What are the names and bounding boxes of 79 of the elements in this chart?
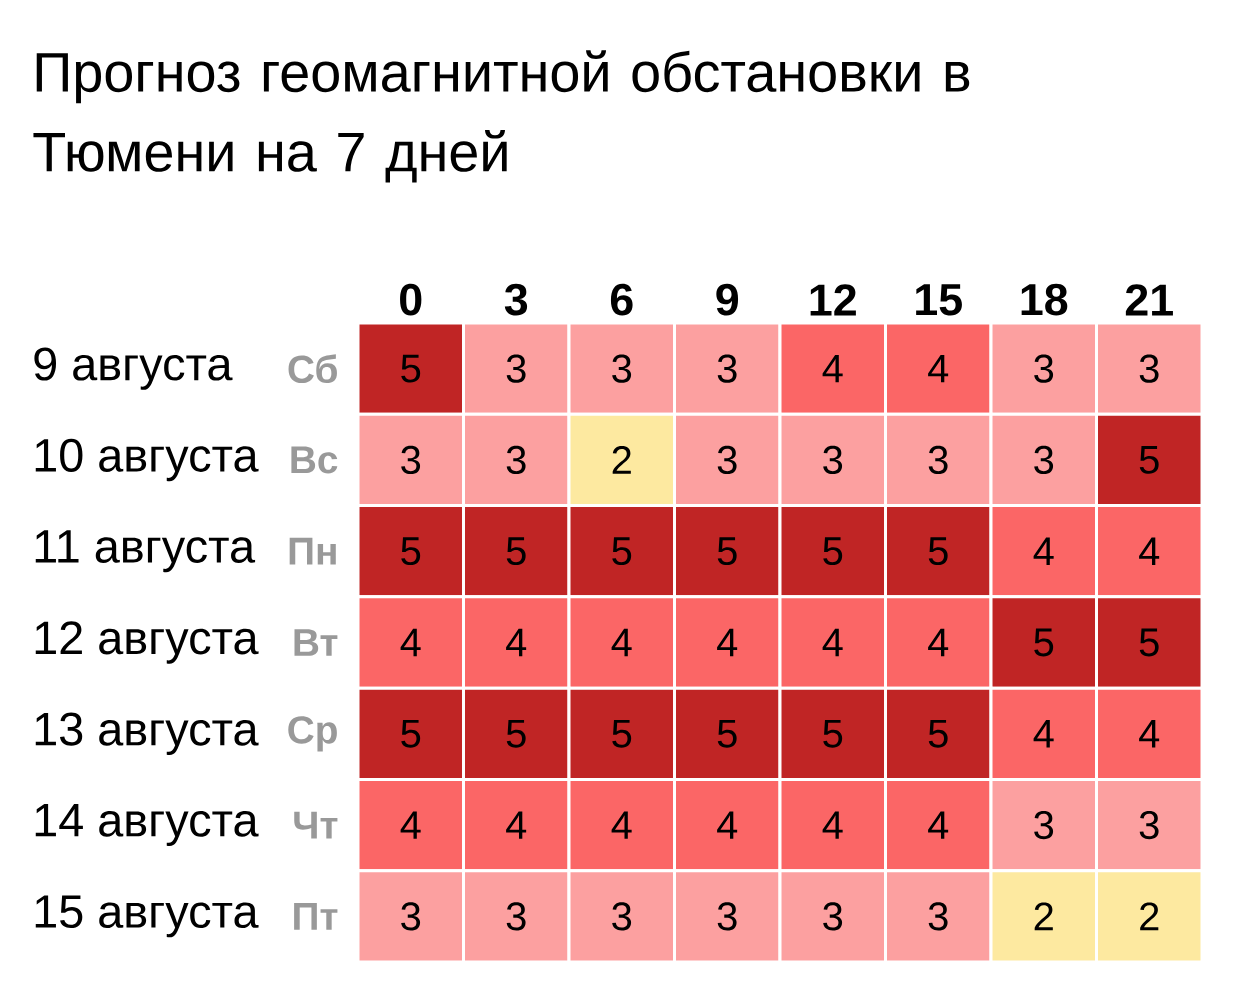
data-label: 5	[1034, 628, 1054, 657]
data-label: 5	[401, 354, 421, 383]
data-label: 3	[928, 445, 948, 475]
data-label: 4	[822, 354, 843, 383]
data-label: 4	[506, 628, 527, 657]
data-label: 4	[717, 811, 738, 839]
data-label: 5	[612, 537, 632, 566]
x-tick-label: 9	[716, 283, 739, 316]
x-tick-label: 6	[610, 283, 633, 316]
data-label: 4	[400, 628, 421, 657]
data-label: 4	[717, 628, 738, 657]
data-label: 5	[928, 537, 948, 566]
y-tick-label: 10 августа	[35, 438, 259, 482]
data-label: 3	[717, 445, 737, 475]
y-tick-label: 14 августа	[35, 804, 259, 847]
data-label: 4	[1033, 720, 1054, 748]
data-label: 3	[717, 902, 737, 931]
y-tick-label: 12 августа	[35, 621, 259, 664]
data-label: 3	[1034, 445, 1054, 475]
x-tick-label: 3	[504, 283, 528, 316]
data-label: 3	[401, 902, 421, 931]
data-label: 5	[506, 537, 526, 566]
data-label: 3	[401, 445, 421, 475]
data-label: 4	[1139, 537, 1160, 565]
data-label: 3	[823, 445, 843, 475]
y2-tick-label: Чт	[294, 811, 338, 839]
y2-tick-label: Вт	[294, 629, 338, 656]
data-label: 2	[1140, 902, 1159, 931]
data-label: 4	[928, 811, 949, 839]
data-label: 4	[822, 811, 843, 839]
data-label: 3	[1034, 354, 1054, 383]
data-label: 4	[928, 354, 949, 383]
data-label: 3	[612, 902, 632, 931]
data-label: 3	[506, 354, 526, 383]
data-label: 5	[717, 719, 737, 748]
chart-title: Прогноз геомагнитной обстановки в Тюмени на 7 дней	[33, 50, 970, 183]
data-label: 5	[928, 719, 948, 748]
y-tick-label: 11 августа	[35, 530, 256, 573]
data-label: 3	[928, 902, 948, 931]
y2-tick-label: Пт	[294, 903, 338, 930]
data-label: 4	[611, 628, 632, 657]
data-label: 5	[401, 537, 421, 566]
x-tick-label: 12	[810, 284, 856, 316]
data-label: 5	[401, 719, 421, 748]
data-label: 4	[506, 811, 527, 839]
data-label: 4	[822, 628, 843, 657]
data-label: 5	[1139, 628, 1159, 657]
data-label: 4	[1139, 720, 1160, 748]
y2-tick-label: Пн	[289, 537, 336, 565]
data-label: 5	[823, 537, 843, 566]
x-tick-label: 21	[1125, 284, 1173, 316]
x-tick-label: 15	[916, 284, 962, 316]
data-label: 4	[1033, 537, 1054, 565]
data-label: 2	[1034, 902, 1053, 931]
data-label: 3	[717, 354, 737, 383]
data-label: 3	[1139, 354, 1159, 383]
data-label: 3	[506, 445, 526, 475]
y2-tick-label: Вс	[291, 446, 338, 474]
data-label: 2	[612, 446, 631, 474]
y2-tick-label: Сб	[288, 354, 337, 384]
x-tick-label: 18	[1021, 283, 1068, 316]
data-label: 4	[611, 811, 632, 839]
data-label: 3	[823, 902, 843, 931]
data-label: 3	[506, 902, 526, 931]
data-label: 3	[1034, 810, 1054, 840]
data-label: 4	[928, 628, 949, 657]
data-label: 5	[823, 719, 843, 748]
data-label: 5	[506, 719, 526, 748]
x-tick-label: 0	[400, 283, 422, 316]
y2-tick-label: Ср	[288, 716, 337, 752]
y-tick-label: 15 августа	[35, 895, 259, 938]
y-tick-label: 9 августа	[34, 347, 233, 390]
data-label: 5	[717, 537, 737, 566]
data-label: 3	[1139, 810, 1159, 840]
data-label: 5	[1139, 446, 1159, 474]
data-label: 3	[612, 354, 632, 383]
data-label: 5	[612, 719, 632, 748]
y-tick-label: 13 августа	[35, 712, 259, 755]
data-label: 4	[400, 811, 421, 839]
